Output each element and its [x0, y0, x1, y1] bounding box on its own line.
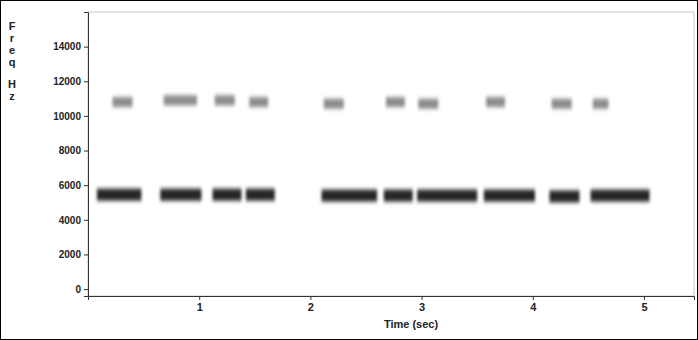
- y-axis-title: FreqHz: [8, 20, 16, 102]
- harmonic: [593, 99, 609, 109]
- syllable: [484, 190, 535, 202]
- syllable: [322, 190, 378, 202]
- y-tick: 14000: [53, 41, 88, 52]
- x-tick-label: 3: [419, 301, 425, 313]
- chart: 1 2 3 4 5 0 2000 4000 6000 8000 10000 12000 14000 Tim…: [0, 0, 698, 340]
- y-tick-mark: [84, 47, 88, 48]
- harmonic: [215, 95, 235, 105]
- plot-area: [97, 95, 650, 202]
- y-tick: 4000: [59, 215, 88, 226]
- x-axis-title: Time (sec): [384, 318, 439, 330]
- syllable: [549, 190, 579, 202]
- x-tick-mark: [422, 296, 423, 300]
- x-tick: 3: [419, 296, 425, 313]
- harmonic: [386, 97, 405, 107]
- syllable: [160, 189, 201, 201]
- x-tick: 2: [308, 296, 314, 313]
- syllable: [213, 189, 242, 201]
- syllable: [246, 189, 275, 201]
- y-tick-label: 6000: [59, 180, 82, 191]
- y-tick: 6000: [59, 180, 88, 191]
- x-tick-label: 2: [308, 301, 314, 313]
- harmonic: [418, 99, 438, 109]
- y-tick-label: 14000: [53, 41, 81, 52]
- x-tick-label: 5: [641, 301, 647, 313]
- y-tick: 2000: [59, 249, 88, 260]
- harmonic: [249, 97, 268, 107]
- y-axis-line: [84, 13, 89, 297]
- y-tick-mark: [84, 81, 88, 82]
- harmonic: [164, 95, 197, 105]
- y-axis: 0 2000 4000 6000 8000 10000 12000 14000: [53, 13, 88, 297]
- x-axis-line: [89, 297, 695, 301]
- y-tick-label: 0: [75, 284, 81, 295]
- harmonic: [486, 97, 505, 107]
- syllable: [591, 190, 650, 202]
- events-group: [97, 189, 650, 203]
- y-tick: 0: [75, 284, 88, 295]
- harmonic: [324, 99, 344, 109]
- x-tick-label: 1: [197, 301, 203, 313]
- y-tick-label: 10000: [53, 111, 81, 122]
- y-tick-mark: [84, 116, 88, 117]
- harmonics-group: [112, 95, 608, 108]
- syllable: [97, 189, 141, 201]
- y-tick-mark: [84, 151, 88, 152]
- page-border: [1, 1, 698, 340]
- syllable: [384, 190, 413, 202]
- y-tick-label: 12000: [53, 76, 81, 87]
- y-tick-mark: [84, 254, 88, 255]
- x-tick-mark: [533, 296, 534, 300]
- x-axis: 1 2 3 4 5: [89, 296, 695, 313]
- x-tick-mark: [310, 296, 311, 300]
- y-tick-label: 2000: [59, 249, 82, 260]
- x-tick: 4: [530, 296, 537, 313]
- x-tick-mark: [199, 296, 200, 300]
- y-tick-mark: [84, 289, 88, 290]
- y-tick: 10000: [53, 111, 88, 122]
- y-tick-label: 8000: [59, 145, 82, 156]
- plot-frame: [88, 12, 694, 296]
- y-tick: 12000: [53, 76, 88, 87]
- x-tick-mark: [644, 296, 645, 300]
- harmonic: [552, 99, 572, 109]
- y-tick-mark: [84, 220, 88, 221]
- y-tick: 8000: [59, 145, 88, 156]
- y-tick-label: 4000: [59, 215, 82, 226]
- harmonic: [112, 97, 132, 107]
- x-tick: 1: [197, 296, 203, 313]
- y-tick-mark: [84, 185, 88, 186]
- syllable: [417, 190, 477, 202]
- x-tick: 5: [641, 296, 647, 313]
- x-tick-label: 4: [530, 301, 537, 313]
